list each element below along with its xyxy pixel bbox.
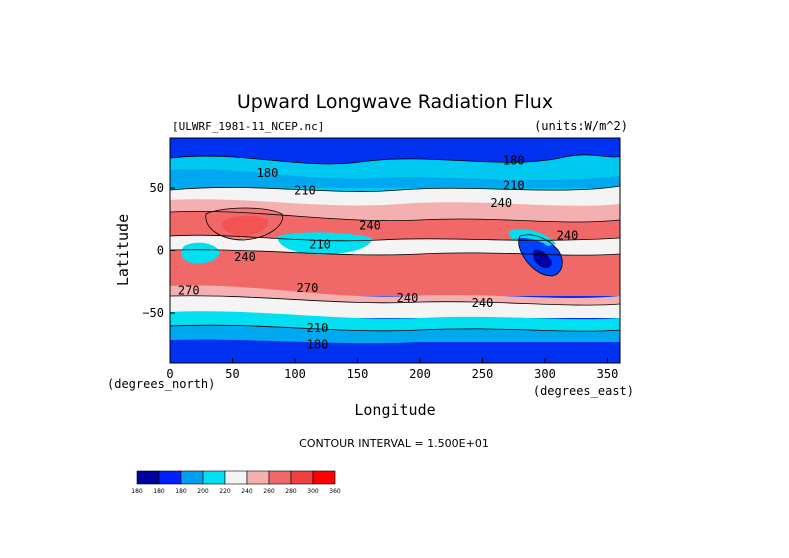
north-africa-pink [205,208,283,240]
colorbar-level-3: 200 [197,488,209,495]
x-tick-label-1: 50 [225,367,239,381]
contour-label-0: 180 [257,166,279,180]
africa-cyan [181,242,220,264]
colorbar-level-4: 220 [219,488,231,495]
amazon-cyan [508,229,556,246]
contour-label-10: 240 [397,291,419,305]
contour-lines [170,154,620,332]
colorbar: 180 180 180 200 220 240 260 280 300 360 [131,470,341,495]
band-blue-s [170,339,620,363]
contour-label-3: 210 [503,179,525,193]
indian-ocean-cyan [277,232,372,255]
x-tick-label-5: 250 [472,367,494,381]
colorbar-swatch-3 [202,470,226,485]
contour-label-5: 210 [309,237,331,251]
band-white-s [170,295,620,318]
colorbar-swatch-7 [290,470,314,485]
x-tick-label-2: 100 [284,367,306,381]
x-unit-label: (degrees_east) [533,384,634,398]
band-north-blue [170,138,620,160]
colorbar-swatch-2 [180,470,204,485]
colorbar-level-0: 180 [131,488,143,495]
y-tick-label-0: 50 [150,181,164,195]
x-axis-label: Longitude [354,401,435,419]
x-axis: 0 50 100 150 200 250 300 350 [166,358,618,381]
x-tick-label-6: 300 [534,367,556,381]
contour-label-8: 270 [178,284,200,298]
colorbar-swatch-1 [158,470,182,485]
contour-label-13: 180 [307,337,329,351]
colorbar-swatch-0 [136,470,160,485]
colorbar-swatch-4 [224,470,248,485]
band-red-s [170,249,620,296]
colorbar-swatch-5 [246,470,270,485]
band-lightblue-s [170,325,620,344]
contour-label-2: 240 [490,196,512,210]
y-unit-label: (degrees_north) [107,377,215,391]
contour-label-9: 270 [297,281,319,295]
contour-label-4: 240 [359,219,381,233]
colorbar-swatch-6 [268,470,292,485]
contour-label-12: 210 [307,321,329,335]
colorbar-level-8: 300 [307,488,319,495]
contour-label-6: 240 [234,250,256,264]
file-label: [ULWRF_1981-11_NCEP.nc] [172,120,324,133]
colorbar-level-7: 280 [285,488,297,495]
contour-label-1: 210 [294,184,316,198]
x-tick-label-4: 200 [409,367,431,381]
chart-title: Upward Longwave Radiation Flux [237,91,553,113]
colorbar-level-1: 180 [153,488,165,495]
x-tick-label-0: 0 [166,367,173,381]
colorbar-swatch-8 [312,470,336,485]
colorbar-level-9: 360 [329,488,341,495]
y-axis: 50 0 −50 [142,181,175,320]
colorbar-level-6: 260 [263,488,275,495]
y-axis-label: Latitude [114,214,132,286]
x-tick-label-3: 150 [347,367,369,381]
contour-label-7: 240 [557,229,579,243]
contour-label-14: 180 [503,154,525,168]
contour-labels: 180 210 240 210 240 210 240 240 270 270 240 240 210 1… [178,154,578,352]
units-label: (units:W/m^2) [534,119,628,133]
colorbar-level-5: 240 [241,488,253,495]
y-tick-label-1: 0 [157,244,164,258]
y-tick-label-2: −50 [142,306,164,320]
band-north-lightblue [170,169,620,188]
x-tick-label-7: 350 [597,367,619,381]
contour-label-11: 240 [472,296,494,310]
contour-interval: CONTOUR INTERVAL = 1.500E+01 [299,437,489,450]
colorbar-level-2: 180 [175,488,187,495]
